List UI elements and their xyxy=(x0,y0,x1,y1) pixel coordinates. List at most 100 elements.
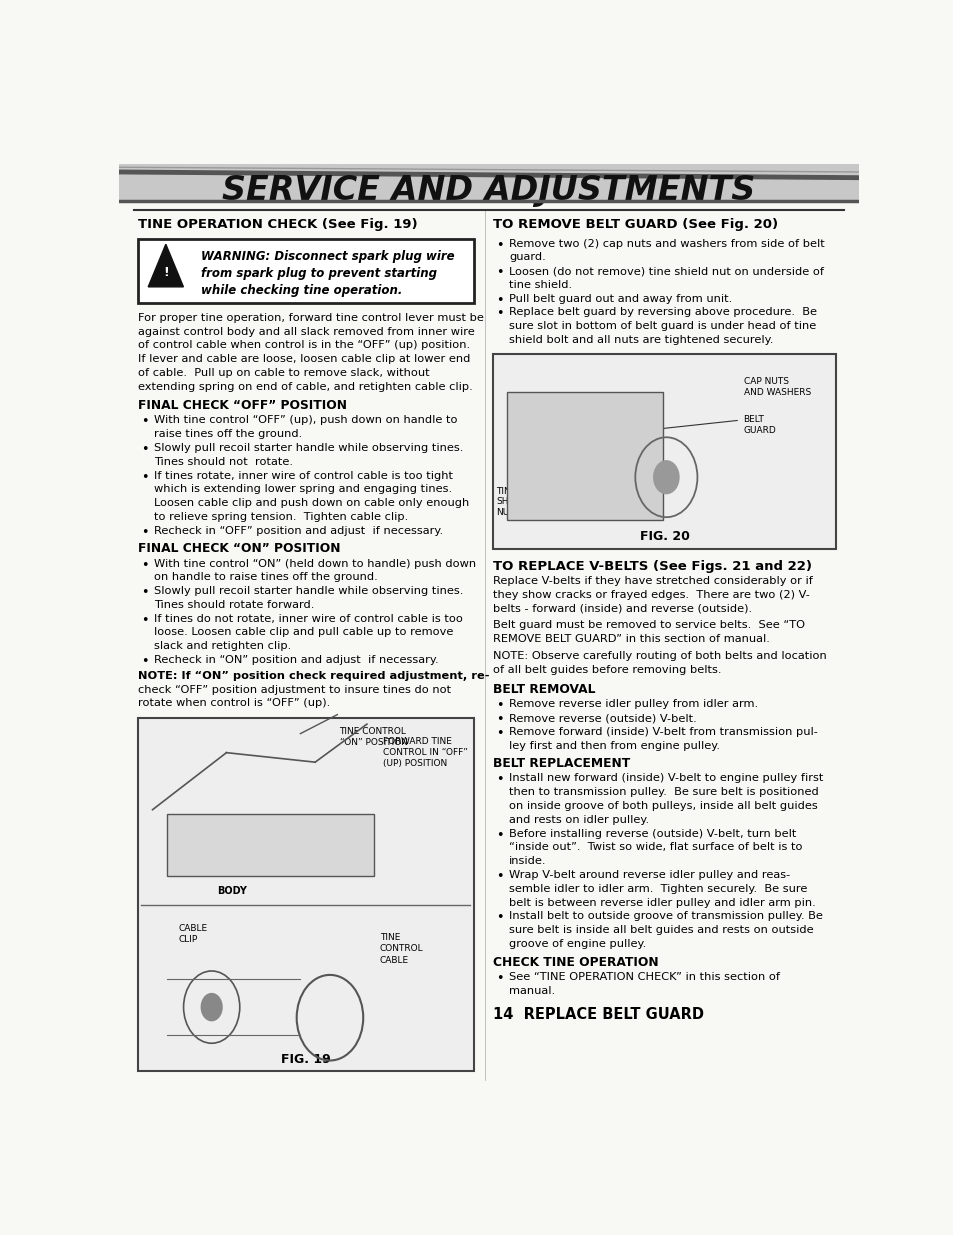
Text: Remove reverse idler pulley from idler arm.: Remove reverse idler pulley from idler a… xyxy=(508,699,758,709)
Text: Before installing reverse (outside) V-belt, turn belt: Before installing reverse (outside) V-be… xyxy=(508,829,796,839)
Text: while checking tine operation.: while checking tine operation. xyxy=(200,284,401,298)
Text: which is extending lower spring and engaging tines.: which is extending lower spring and enga… xyxy=(153,484,452,494)
Text: !: ! xyxy=(163,267,169,279)
Polygon shape xyxy=(148,245,183,287)
Text: TO REPLACE V-BELTS (See Figs. 21 and 22): TO REPLACE V-BELTS (See Figs. 21 and 22) xyxy=(492,559,811,573)
FancyBboxPatch shape xyxy=(167,814,374,877)
Text: 14  REPLACE BELT GUARD: 14 REPLACE BELT GUARD xyxy=(492,1007,703,1021)
Text: •: • xyxy=(496,713,503,726)
Text: of control cable when control is in the “OFF” (up) position.: of control cable when control is in the … xyxy=(137,341,470,351)
Text: If tines do not rotate, inner wire of control cable is too: If tines do not rotate, inner wire of co… xyxy=(153,614,462,624)
Text: of all belt guides before removing belts.: of all belt guides before removing belts… xyxy=(492,664,720,674)
Text: See “TINE OPERATION CHECK” in this section of: See “TINE OPERATION CHECK” in this secti… xyxy=(508,972,779,982)
Text: •: • xyxy=(496,911,503,924)
Bar xyxy=(137,238,474,304)
Text: •: • xyxy=(141,614,149,626)
Text: of cable.  Pull up on cable to remove slack, without: of cable. Pull up on cable to remove sla… xyxy=(137,368,429,378)
Text: •: • xyxy=(141,655,149,668)
Text: from spark plug to prevent starting: from spark plug to prevent starting xyxy=(200,267,436,280)
Text: •: • xyxy=(496,238,503,252)
Text: on inside groove of both pulleys, inside all belt guides: on inside groove of both pulleys, inside… xyxy=(508,802,817,811)
Text: tine shield.: tine shield. xyxy=(508,280,572,290)
Text: sure belt is inside all belt guides and rests on outside: sure belt is inside all belt guides and … xyxy=(508,925,813,935)
Text: •: • xyxy=(141,443,149,456)
Text: Remove reverse (outside) V-belt.: Remove reverse (outside) V-belt. xyxy=(508,713,696,722)
Text: to relieve spring tension.  Tighten cable clip.: to relieve spring tension. Tighten cable… xyxy=(153,513,408,522)
Text: REMOVE BELT GUARD” in this section of manual.: REMOVE BELT GUARD” in this section of ma… xyxy=(492,634,769,645)
Text: ley first and then from engine pulley.: ley first and then from engine pulley. xyxy=(508,741,720,751)
Bar xyxy=(492,353,836,548)
Text: sure slot in bottom of belt guard is under head of tine: sure slot in bottom of belt guard is und… xyxy=(508,321,815,331)
Text: •: • xyxy=(496,699,503,713)
Text: FINAL CHECK “OFF” POSITION: FINAL CHECK “OFF” POSITION xyxy=(137,399,346,412)
Text: Install belt to outside groove of transmission pulley. Be: Install belt to outside groove of transm… xyxy=(508,911,821,921)
Text: TINE CONTROL
“ON” POSITION: TINE CONTROL “ON” POSITION xyxy=(339,727,407,747)
Text: slack and retighten clip.: slack and retighten clip. xyxy=(153,641,291,651)
Text: TO REMOVE BELT GUARD (See Fig. 20): TO REMOVE BELT GUARD (See Fig. 20) xyxy=(492,217,777,231)
Text: loose. Loosen cable clip and pull cable up to remove: loose. Loosen cable clip and pull cable … xyxy=(153,627,453,637)
Text: BELT REPLACEMENT: BELT REPLACEMENT xyxy=(492,757,629,771)
Text: groove of engine pulley.: groove of engine pulley. xyxy=(508,939,645,948)
Bar xyxy=(119,164,858,200)
Text: •: • xyxy=(496,829,503,841)
Circle shape xyxy=(200,993,222,1021)
Text: and rests on idler pulley.: and rests on idler pulley. xyxy=(508,815,648,825)
Text: they show cracks or frayed edges.  There are two (2) V-: they show cracks or frayed edges. There … xyxy=(492,590,809,600)
Text: •: • xyxy=(496,294,503,306)
Text: TINE
SHIELD
NUT: TINE SHIELD NUT xyxy=(496,487,528,516)
Text: •: • xyxy=(496,308,503,321)
Text: check “OFF” position adjustment to insure tines do not: check “OFF” position adjustment to insur… xyxy=(137,684,451,694)
Text: Install new forward (inside) V-belt to engine pulley first: Install new forward (inside) V-belt to e… xyxy=(508,773,822,783)
Text: •: • xyxy=(496,727,503,740)
Text: NOTE: Observe carefully routing of both belts and location: NOTE: Observe carefully routing of both … xyxy=(492,651,825,661)
Text: •: • xyxy=(141,415,149,429)
Text: semble idler to idler arm.  Tighten securely.  Be sure: semble idler to idler arm. Tighten secur… xyxy=(508,884,806,894)
Text: NOTE: If “ON” position check required adjustment, re-: NOTE: If “ON” position check required ad… xyxy=(137,671,489,680)
Text: •: • xyxy=(141,471,149,484)
Text: Pull belt guard out and away from unit.: Pull belt guard out and away from unit. xyxy=(508,294,731,304)
Text: Recheck in “ON” position and adjust  if necessary.: Recheck in “ON” position and adjust if n… xyxy=(153,655,438,666)
Text: Tines should rotate forward.: Tines should rotate forward. xyxy=(153,600,314,610)
Text: Belt guard must be removed to service belts.  See “TO: Belt guard must be removed to service be… xyxy=(492,620,803,630)
Text: FINAL CHECK “ON” POSITION: FINAL CHECK “ON” POSITION xyxy=(137,542,340,556)
Text: inside.: inside. xyxy=(508,856,546,866)
Text: manual.: manual. xyxy=(508,986,555,995)
Text: With tine control “ON” (held down to handle) push down: With tine control “ON” (held down to han… xyxy=(153,558,476,568)
Text: Remove forward (inside) V-belt from transmission pul-: Remove forward (inside) V-belt from tran… xyxy=(508,727,817,737)
Text: If tines rotate, inner wire of control cable is too tight: If tines rotate, inner wire of control c… xyxy=(153,471,453,480)
Bar xyxy=(137,718,474,1071)
Text: Loosen cable clip and push down on cable only enough: Loosen cable clip and push down on cable… xyxy=(153,498,469,508)
Text: Recheck in “OFF” position and adjust  if necessary.: Recheck in “OFF” position and adjust if … xyxy=(153,526,442,536)
Text: shield bolt and all nuts are tightened securely.: shield bolt and all nuts are tightened s… xyxy=(508,335,773,345)
Text: guard.: guard. xyxy=(508,252,545,262)
Text: Loosen (do not remove) tine shield nut on underside of: Loosen (do not remove) tine shield nut o… xyxy=(508,266,823,277)
FancyBboxPatch shape xyxy=(507,391,662,520)
Text: FIG. 19: FIG. 19 xyxy=(281,1053,331,1066)
Text: extending spring on end of cable, and retighten cable clip.: extending spring on end of cable, and re… xyxy=(137,382,472,391)
Text: For proper tine operation, forward tine control lever must be: For proper tine operation, forward tine … xyxy=(137,312,483,322)
Text: •: • xyxy=(141,558,149,572)
Text: Tines should not  rotate.: Tines should not rotate. xyxy=(153,457,293,467)
Text: •: • xyxy=(496,972,503,984)
Text: •: • xyxy=(141,587,149,599)
Text: against control body and all slack removed from inner wire: against control body and all slack remov… xyxy=(137,326,474,336)
Text: then to transmission pulley.  Be sure belt is positioned: then to transmission pulley. Be sure bel… xyxy=(508,787,818,798)
Text: BELT
GUARD: BELT GUARD xyxy=(742,415,776,435)
Text: TINE OPERATION CHECK (See Fig. 19): TINE OPERATION CHECK (See Fig. 19) xyxy=(137,217,416,231)
Text: If lever and cable are loose, loosen cable clip at lower end: If lever and cable are loose, loosen cab… xyxy=(137,354,470,364)
Text: With tine control “OFF” (up), push down on handle to: With tine control “OFF” (up), push down … xyxy=(153,415,457,425)
Text: Slowly pull recoil starter handle while observing tines.: Slowly pull recoil starter handle while … xyxy=(153,587,463,597)
Text: BELT REMOVAL: BELT REMOVAL xyxy=(492,683,595,697)
Text: •: • xyxy=(141,526,149,538)
Text: Replace V-belts if they have stretched considerably or if: Replace V-belts if they have stretched c… xyxy=(492,576,812,587)
Text: “inside out”.  Twist so wide, flat surface of belt is to: “inside out”. Twist so wide, flat surfac… xyxy=(508,842,801,852)
Text: belts - forward (inside) and reverse (outside).: belts - forward (inside) and reverse (ou… xyxy=(492,604,751,614)
Text: •: • xyxy=(496,773,503,787)
Text: FIG. 20: FIG. 20 xyxy=(639,530,689,543)
Text: TINE
CONTROL
CABLE: TINE CONTROL CABLE xyxy=(379,934,423,965)
Text: Replace belt guard by reversing above procedure.  Be: Replace belt guard by reversing above pr… xyxy=(508,308,816,317)
Text: SERVICE AND ADJUSTMENTS: SERVICE AND ADJUSTMENTS xyxy=(222,174,755,207)
Text: on handle to raise tines off the ground.: on handle to raise tines off the ground. xyxy=(153,572,377,583)
Text: belt is between reverse idler pulley and idler arm pin.: belt is between reverse idler pulley and… xyxy=(508,898,815,908)
Text: •: • xyxy=(496,266,503,279)
